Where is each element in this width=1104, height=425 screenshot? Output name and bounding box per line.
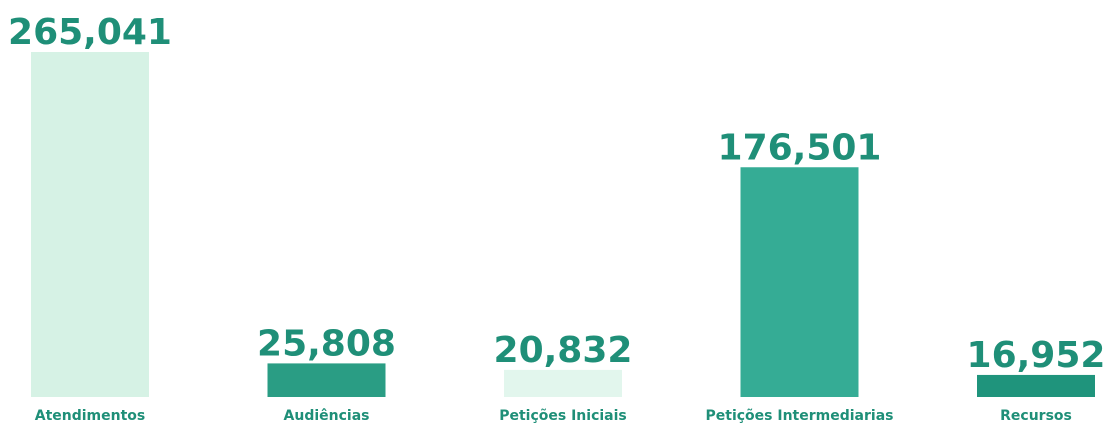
x-tick-label: Petições Iniciais — [499, 408, 627, 424]
value-label: 20,832 — [494, 330, 633, 371]
bar — [31, 52, 149, 397]
bar — [977, 374, 1095, 397]
x-tick-label: Atendimentos — [35, 408, 146, 424]
value-label: 176,501 — [718, 127, 882, 168]
bar — [504, 369, 622, 397]
x-tick-label: Petições Intermediarias — [706, 408, 894, 424]
value-label: 265,041 — [8, 12, 172, 53]
x-tick-label: Audiências — [284, 408, 370, 424]
bar — [740, 167, 859, 397]
value-label: 16,952 — [967, 335, 1104, 376]
value-label: 25,808 — [257, 323, 396, 364]
x-tick-label: Recursos — [1000, 408, 1072, 424]
bar — [267, 363, 386, 397]
